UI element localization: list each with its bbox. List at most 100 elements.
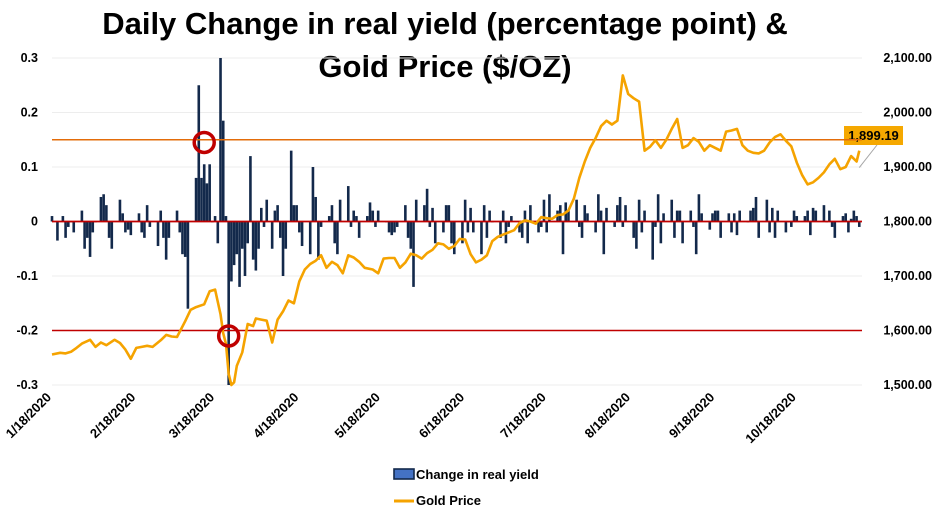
yield-bar (681, 221, 684, 244)
yield-bar (105, 205, 108, 222)
yield-bar (140, 221, 143, 233)
yield-bar (357, 221, 361, 238)
yield-bar (254, 221, 258, 271)
yield-bar (393, 221, 396, 233)
yield-bar (284, 221, 288, 249)
yield-bar (580, 221, 584, 238)
yield-bar (208, 164, 211, 222)
yield-bar (735, 221, 739, 236)
yield-bar (643, 210, 646, 222)
x-axis-tick-label: 4/18/2020 (250, 390, 302, 442)
yield-bar (346, 186, 350, 222)
yield-bar (830, 221, 834, 227)
yield-bar (72, 221, 76, 233)
x-axis-tick-label: 8/18/2020 (582, 390, 634, 442)
yield-bar (586, 213, 589, 222)
yield-bar (317, 221, 320, 260)
right-axis-tick-label: 1,500.00 (883, 378, 932, 392)
yield-bar (246, 221, 250, 244)
yield-bar (523, 210, 527, 222)
yield-bar (670, 199, 674, 222)
yield-bar (235, 221, 239, 255)
yield-bar (499, 221, 502, 238)
left-axis-tick-label: -0.1 (16, 269, 38, 283)
chart-title-line-1: Daily Change in real yield (percentage p… (102, 6, 788, 41)
yield-bar (526, 221, 529, 244)
yield-bar (711, 213, 714, 222)
yield-bar (708, 221, 712, 230)
yield-bar (213, 216, 217, 222)
yield-bar (330, 205, 334, 222)
yield-bar (145, 205, 149, 222)
yield-bar (738, 210, 741, 222)
x-axis-tick-label: 10/18/2020 (742, 390, 799, 447)
legend-item-yield[interactable]: Change in real yield (393, 467, 539, 482)
yield-bar (466, 221, 470, 233)
yield-bar (276, 205, 279, 222)
yield-bar (56, 221, 59, 241)
yield-bar (599, 210, 603, 222)
yield-bar (452, 221, 456, 255)
chart-title-line-2: Gold Price ($/OZ) (318, 49, 571, 84)
left-axis-ticks: 0.3 0.2 0.1 0 -0.1 -0.2 -0.3 (16, 51, 38, 392)
yield-bar (463, 199, 467, 222)
left-axis-tick-label: -0.3 (16, 378, 38, 392)
yield-bar (662, 213, 665, 222)
yield-bar (790, 221, 793, 227)
yield-bar (469, 207, 472, 222)
yield-bar (295, 205, 298, 222)
yield-bar (156, 221, 160, 247)
yield-bar (243, 221, 247, 276)
yield-bar (520, 221, 524, 238)
yield-bar (186, 221, 190, 309)
yield-bar (578, 221, 581, 227)
yield-bar (792, 210, 796, 222)
yield-bar (841, 216, 845, 222)
yield-bar (621, 221, 625, 227)
yield-bar (205, 183, 209, 222)
left-axis-tick-label: 0.1 (21, 160, 38, 174)
yield-bar (501, 210, 505, 222)
callout-text: 1,899.19 (848, 128, 899, 143)
legend-item-gold[interactable]: Gold Price (394, 493, 481, 508)
yield-bar (529, 205, 532, 222)
yield-bar (811, 207, 815, 222)
right-axis-ticks: 2,100.00 2,000.00 1,900.00 1,800.00 1,700.00… (883, 51, 932, 392)
yield-bar (450, 221, 453, 244)
yield-bar (510, 216, 513, 222)
x-axis-tick-label: 7/18/2020 (497, 390, 549, 442)
yield-bar (148, 221, 152, 227)
yield-bar (406, 221, 410, 238)
x-axis-tick-label: 9/18/2020 (666, 390, 718, 442)
yield-bar (366, 216, 369, 222)
yield-bar (50, 216, 54, 222)
yield-bar (640, 221, 644, 233)
yield-bar (425, 188, 429, 222)
yield-bar (480, 221, 483, 255)
yield-bar (91, 221, 95, 233)
yield-bar (249, 156, 252, 222)
yield-bar (162, 221, 165, 238)
yield-bar (507, 221, 510, 227)
legend: Change in real yield Gold Price (393, 467, 539, 508)
yield-bar (806, 210, 809, 222)
yield-bar (822, 205, 826, 222)
yield-bar (333, 221, 336, 244)
yield-bar (99, 196, 103, 222)
yield-bar (597, 194, 600, 222)
yield-bar (482, 205, 486, 222)
yield-bar (102, 194, 105, 222)
yield-bar (279, 221, 282, 238)
yield-bar (200, 177, 203, 222)
gold-price-polyline (51, 74, 861, 387)
yield-bar (575, 199, 578, 222)
yield-bar (137, 213, 141, 222)
yield-bar (673, 221, 676, 238)
yield-bar (754, 196, 758, 222)
yield-bar (719, 221, 722, 238)
yield-bar (67, 221, 70, 227)
yield-bar (338, 199, 342, 222)
yield-bar (814, 210, 818, 222)
right-axis-tick-label: 1,600.00 (883, 324, 932, 338)
